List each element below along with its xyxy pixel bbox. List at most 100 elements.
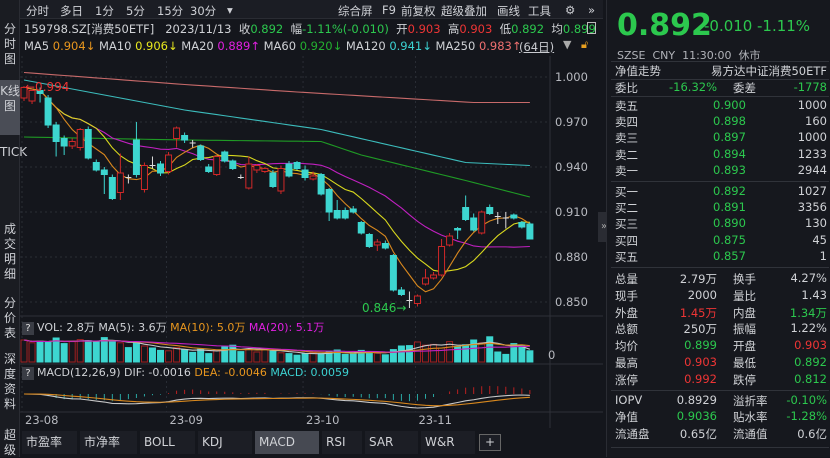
- ask-row[interactable]: 卖四 0.898 160: [615, 114, 827, 130]
- level-price: 0.891: [713, 200, 746, 215]
- tab-kdj[interactable]: KDJ: [198, 431, 254, 454]
- stat-label: 内盘: [733, 305, 756, 320]
- candle-body: [261, 168, 269, 172]
- ask-row[interactable]: 卖三 0.897 1000: [615, 130, 827, 146]
- nav-trend-link[interactable]: 净值走势: [615, 64, 661, 78]
- price-tick-label: 0.940: [555, 160, 588, 174]
- period-multiday[interactable]: 多日: [60, 4, 83, 18]
- tab-macd[interactable]: MACD: [255, 431, 321, 454]
- bid-row[interactable]: 买二 0.891 3356: [615, 200, 827, 216]
- stat-label: IOPV: [615, 392, 643, 407]
- forward-adjust-button[interactable]: 前复权: [401, 4, 436, 18]
- level-price: 0.875: [713, 232, 746, 247]
- volume-bar: [510, 343, 518, 363]
- volume-bar: [132, 341, 140, 363]
- candle-body: [76, 129, 84, 148]
- draw-line-button[interactable]: 画线: [497, 4, 520, 18]
- period-5min[interactable]: 5分: [126, 4, 145, 18]
- change-label: 幅: [290, 22, 303, 36]
- volume-bar: [36, 340, 44, 363]
- overlay-button[interactable]: 超级叠加: [441, 4, 487, 18]
- volume-bar: [502, 353, 510, 363]
- candle-body: [181, 135, 189, 141]
- volume-bar: [446, 341, 454, 363]
- diff-value: -1778: [793, 80, 827, 94]
- period-1min[interactable]: 1分: [95, 4, 114, 18]
- bid-row[interactable]: 买四 0.875 45: [615, 233, 827, 249]
- bid-row[interactable]: 买五 0.857 1: [615, 249, 827, 265]
- help-icon[interactable]: ?: [22, 322, 34, 335]
- open-label: 开: [396, 22, 408, 36]
- stat-value: 2.79万: [679, 272, 717, 286]
- candle-body: [277, 168, 285, 192]
- period-dropdown-icon[interactable]: ▾: [227, 3, 233, 17]
- level-label: 卖二: [615, 147, 638, 162]
- price-tick-label: 0.850: [555, 295, 588, 309]
- bid-row[interactable]: 买一 0.892 1027: [615, 184, 827, 200]
- period-count[interactable]: (64日): [519, 40, 555, 54]
- add-indicator-button[interactable]: +: [479, 434, 501, 451]
- ma250-line: [23, 71, 530, 104]
- volume-bar: [229, 344, 237, 363]
- candle-body: [430, 274, 438, 279]
- close-label: 收: [238, 22, 251, 36]
- ask-row[interactable]: 卖五 0.900 1000: [615, 98, 827, 114]
- change-value: -1.11%(-0.010): [302, 22, 389, 36]
- sidebar-item-kline[interactable]: K线图: [0, 80, 20, 135]
- bid-row[interactable]: 买三 0.890 130: [615, 216, 827, 232]
- level-volume: 2944: [797, 162, 827, 177]
- candle-body: [213, 156, 221, 175]
- help-icon[interactable]: ?: [22, 367, 34, 380]
- volume-bar: [140, 345, 148, 363]
- volume-zero-label: 0: [548, 348, 556, 362]
- sidebar-item-price-table[interactable]: 分价表: [3, 296, 16, 340]
- volume-bar: [68, 341, 76, 363]
- high-value: 0.903: [459, 22, 493, 36]
- candle-body: [397, 289, 405, 295]
- period-15min[interactable]: 15分: [157, 4, 184, 18]
- tab-市净率[interactable]: 市净率: [80, 431, 139, 454]
- tab-sar[interactable]: SAR: [365, 431, 420, 454]
- tab-rsi[interactable]: RSI: [322, 431, 364, 454]
- candle-body: [68, 141, 76, 147]
- gear-icon[interactable]: ⚙: [565, 3, 576, 17]
- volume-bar: [478, 342, 486, 363]
- candle-body: [486, 207, 494, 214]
- tools-button[interactable]: 工具: [528, 4, 551, 18]
- stat-label: 开盘: [733, 339, 756, 354]
- f9-button[interactable]: F9: [382, 3, 396, 17]
- level-volume: 1000: [797, 98, 827, 112]
- candle-body: [510, 214, 518, 219]
- kline-chart[interactable]: 1.000 0.970 0.940 0.910 0.880 0.850 23-08 23-09…: [0, 0, 603, 430]
- tab-市盈率[interactable]: 市盈率: [22, 431, 79, 454]
- volume-bar: [301, 353, 309, 363]
- volume-bar: [157, 349, 165, 363]
- composite-screen-button[interactable]: 综合屏: [338, 4, 373, 18]
- panel-icon[interactable]: [587, 22, 596, 34]
- triangle-down-icon[interactable]: ▼: [563, 38, 572, 51]
- quote-info-line: 159798.SZ[消费50ETF] 2023/11/13 收0.892 幅-1…: [24, 21, 596, 37]
- tab-boll[interactable]: BOLL: [140, 431, 197, 454]
- sidebar-item-intraday[interactable]: 分时图: [3, 22, 16, 66]
- volume-bar: [373, 352, 381, 363]
- period-intraday[interactable]: 分时: [26, 4, 49, 18]
- level-label: 卖五: [615, 99, 638, 113]
- ma60-line: [23, 136, 531, 198]
- period-30min[interactable]: 30分: [190, 4, 217, 18]
- ask-row[interactable]: 卖二 0.894 1233: [615, 147, 827, 163]
- sidebar-item-super[interactable]: 超级: [3, 428, 16, 457]
- stat-label: 总量: [615, 272, 638, 286]
- fund-row: IOPV 0.8929 溢折率 -0.10%: [615, 393, 827, 409]
- lock-icon[interactable]: 🔓︎: [581, 38, 589, 51]
- candle-body: [478, 211, 486, 234]
- double-chevron-right-icon[interactable]: »: [588, 3, 596, 17]
- ask-row[interactable]: 卖一 0.893 2944: [615, 163, 827, 179]
- sidebar-item-depth[interactable]: 深度资料: [3, 352, 16, 411]
- volume-bar: [44, 341, 52, 363]
- stat-label: 跌停: [733, 372, 756, 387]
- ma-legend-value: 0.920↓: [299, 39, 343, 53]
- sidebar-item-trades[interactable]: 成交明细: [3, 222, 16, 281]
- tab-w&r[interactable]: W&R: [421, 431, 477, 454]
- open-value: 0.903: [407, 22, 441, 36]
- quote-panel: 0.892 -0.010 -1.11% SZSE CNY 11:30:00 休市…: [606, 0, 830, 457]
